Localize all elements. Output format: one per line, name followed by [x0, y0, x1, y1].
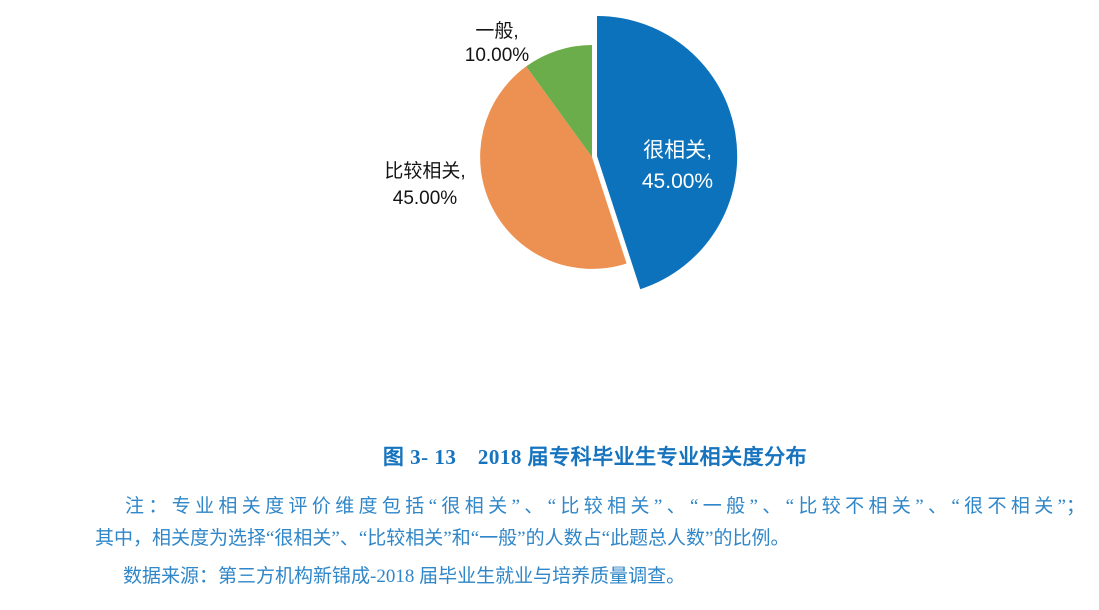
note-line-1: 注：专业相关度评价维度包括“很相关”、“比较相关”、“一般”、“比较不相关”、“… — [125, 496, 1085, 517]
pie-chart — [480, 15, 738, 290]
data-source-line: 数据来源：第三方机构新锦成-2018 届毕业生就业与培养质量调查。 — [123, 566, 686, 587]
note-line-2: 其中，相关度为选择“很相关”、“比较相关”和“一般”的人数占“此题总人数”的比例… — [95, 528, 790, 549]
pie-label-average: 一般, 10.00% — [436, 20, 558, 68]
pie-slice-average — [526, 45, 592, 157]
pie-slice-very-related — [597, 15, 738, 290]
figure-notes: 注：专业相关度评价维度包括“很相关”、“比较相关”、“一般”、“比较不相关”、“… — [95, 491, 1085, 593]
pie-label-average-name: 一般, — [475, 21, 519, 42]
pie-label-very-related-name: 很相关, — [643, 139, 712, 162]
figure-caption: 图 3- 13 2018 届专科毕业生专业相关度分布 — [382, 445, 808, 469]
pie-slice-relatively-related — [480, 66, 627, 269]
pie-label-relatively-related-value: 45.00% — [392, 188, 458, 209]
pie-label-very-related: 很相关, 45.00% — [605, 135, 750, 197]
pie-label-relatively-related: 比较相关, 45.00% — [353, 158, 497, 212]
pie-label-very-related-value: 45.00% — [641, 170, 714, 193]
pie-label-relatively-related-name: 比较相关, — [384, 161, 466, 182]
pie-label-average-value: 10.00% — [464, 45, 530, 66]
